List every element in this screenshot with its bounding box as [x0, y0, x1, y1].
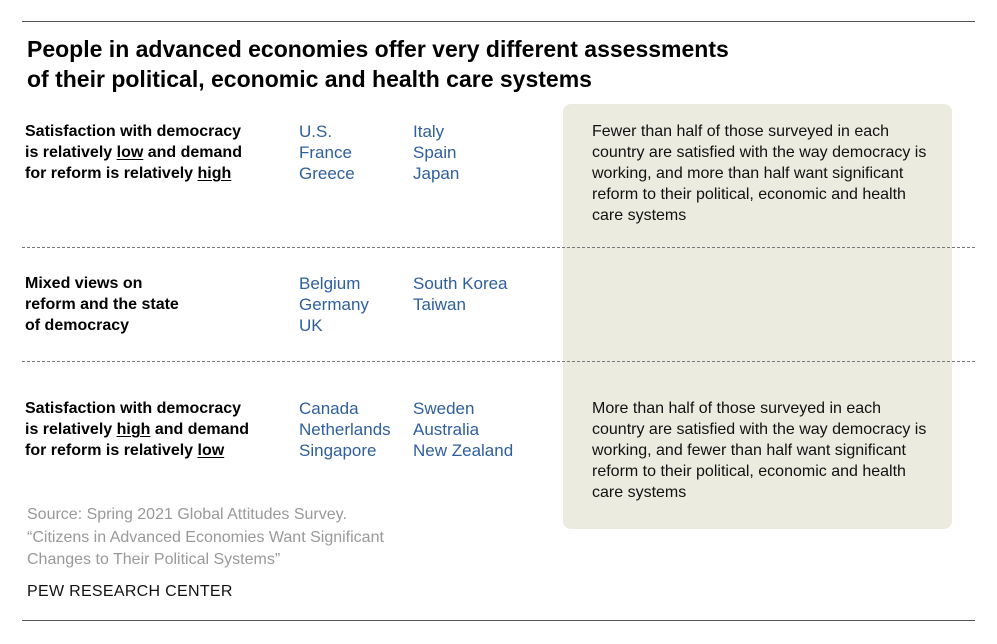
- country-name: Japan: [413, 164, 460, 183]
- country-list: Belgium Germany UK: [299, 273, 369, 336]
- title-line: People in advanced economies offer very …: [27, 36, 729, 62]
- country-name: Greece: [299, 164, 355, 183]
- row-label-line: Satisfaction with democracy: [25, 398, 249, 419]
- title-line: of their political, economic and health …: [27, 66, 592, 92]
- source-line: Changes to Their Political Systems”: [27, 551, 281, 568]
- row-label-line: reform and the state: [25, 294, 179, 315]
- country-name: South Korea: [413, 274, 508, 293]
- source-line: “Citizens in Advanced Economies Want Sig…: [27, 528, 384, 546]
- country-list: Canada Netherlands Singapore: [299, 398, 391, 461]
- notes-panel: [563, 104, 952, 529]
- top-rule: [22, 21, 975, 22]
- row-label-line: Satisfaction with democracy: [25, 121, 242, 142]
- row-label-line: for reform is relatively high: [25, 163, 242, 184]
- source-line: Source: Spring 2021 Global Attitudes Sur…: [27, 506, 347, 523]
- label-text: of democracy: [25, 317, 130, 334]
- row-divider: [22, 361, 975, 362]
- label-text: is relatively: [25, 421, 117, 438]
- country-name: Germany: [299, 295, 369, 314]
- label-text: and demand: [143, 144, 242, 161]
- label-text: Mixed views on: [25, 275, 143, 292]
- page-title: People in advanced economies offer very …: [27, 34, 729, 94]
- emphasis-word: high: [116, 421, 151, 438]
- row-label: Mixed views on reform and the state of dem…: [25, 273, 179, 336]
- country-name: U.S.: [299, 122, 333, 141]
- label-text: for reform is relatively: [25, 442, 198, 459]
- emphasis-word: low: [197, 442, 225, 459]
- row-label-line: for reform is relatively low: [25, 440, 249, 461]
- row-label-line: is relatively high and demand: [25, 419, 249, 440]
- country-name: Netherlands: [299, 420, 391, 439]
- country-name: Taiwan: [413, 295, 466, 314]
- row-note: Fewer than half of those surveyed in eac…: [592, 123, 927, 224]
- row-note: More than half of those surveyed in each…: [592, 400, 927, 501]
- label-text: Satisfaction with democracy: [25, 400, 242, 417]
- country-list: South Korea Taiwan: [413, 273, 508, 315]
- emphasis-word: low: [116, 144, 144, 161]
- country-name: France: [299, 143, 352, 162]
- label-text: is relatively: [25, 144, 117, 161]
- brand-label: PEW RESEARCH CENTER: [27, 583, 233, 600]
- country-name: Belgium: [299, 274, 361, 293]
- bottom-rule: [22, 620, 975, 621]
- country-list: Italy Spain Japan: [413, 121, 459, 184]
- emphasis-word: high: [197, 165, 232, 182]
- country-list: U.S. France Greece: [299, 121, 355, 184]
- row-label-line: Mixed views on: [25, 273, 179, 294]
- country-name: UK: [299, 316, 323, 335]
- label-text: reform and the state: [25, 296, 179, 313]
- source-note: Source: Spring 2021 Global Attitudes Sur…: [27, 504, 384, 572]
- country-list: Sweden Australia New Zealand: [413, 398, 513, 461]
- country-name: New Zealand: [413, 441, 514, 460]
- label-text: and demand: [150, 421, 250, 438]
- row-label: Satisfaction with democracy is relatively…: [25, 398, 249, 461]
- row-label-line: of democracy: [25, 315, 179, 336]
- country-name: Australia: [413, 420, 480, 439]
- label-text: Satisfaction with democracy: [25, 123, 242, 140]
- country-name: Spain: [413, 143, 457, 162]
- country-name: Singapore: [299, 441, 377, 460]
- row-label-line: is relatively low and demand: [25, 142, 242, 163]
- row-label: Satisfaction with democracy is relatively…: [25, 121, 242, 184]
- country-name: Sweden: [413, 399, 475, 418]
- country-name: Italy: [413, 122, 445, 141]
- country-name: Canada: [299, 399, 359, 418]
- label-text: for reform is relatively: [25, 165, 198, 182]
- row-divider: [22, 247, 975, 248]
